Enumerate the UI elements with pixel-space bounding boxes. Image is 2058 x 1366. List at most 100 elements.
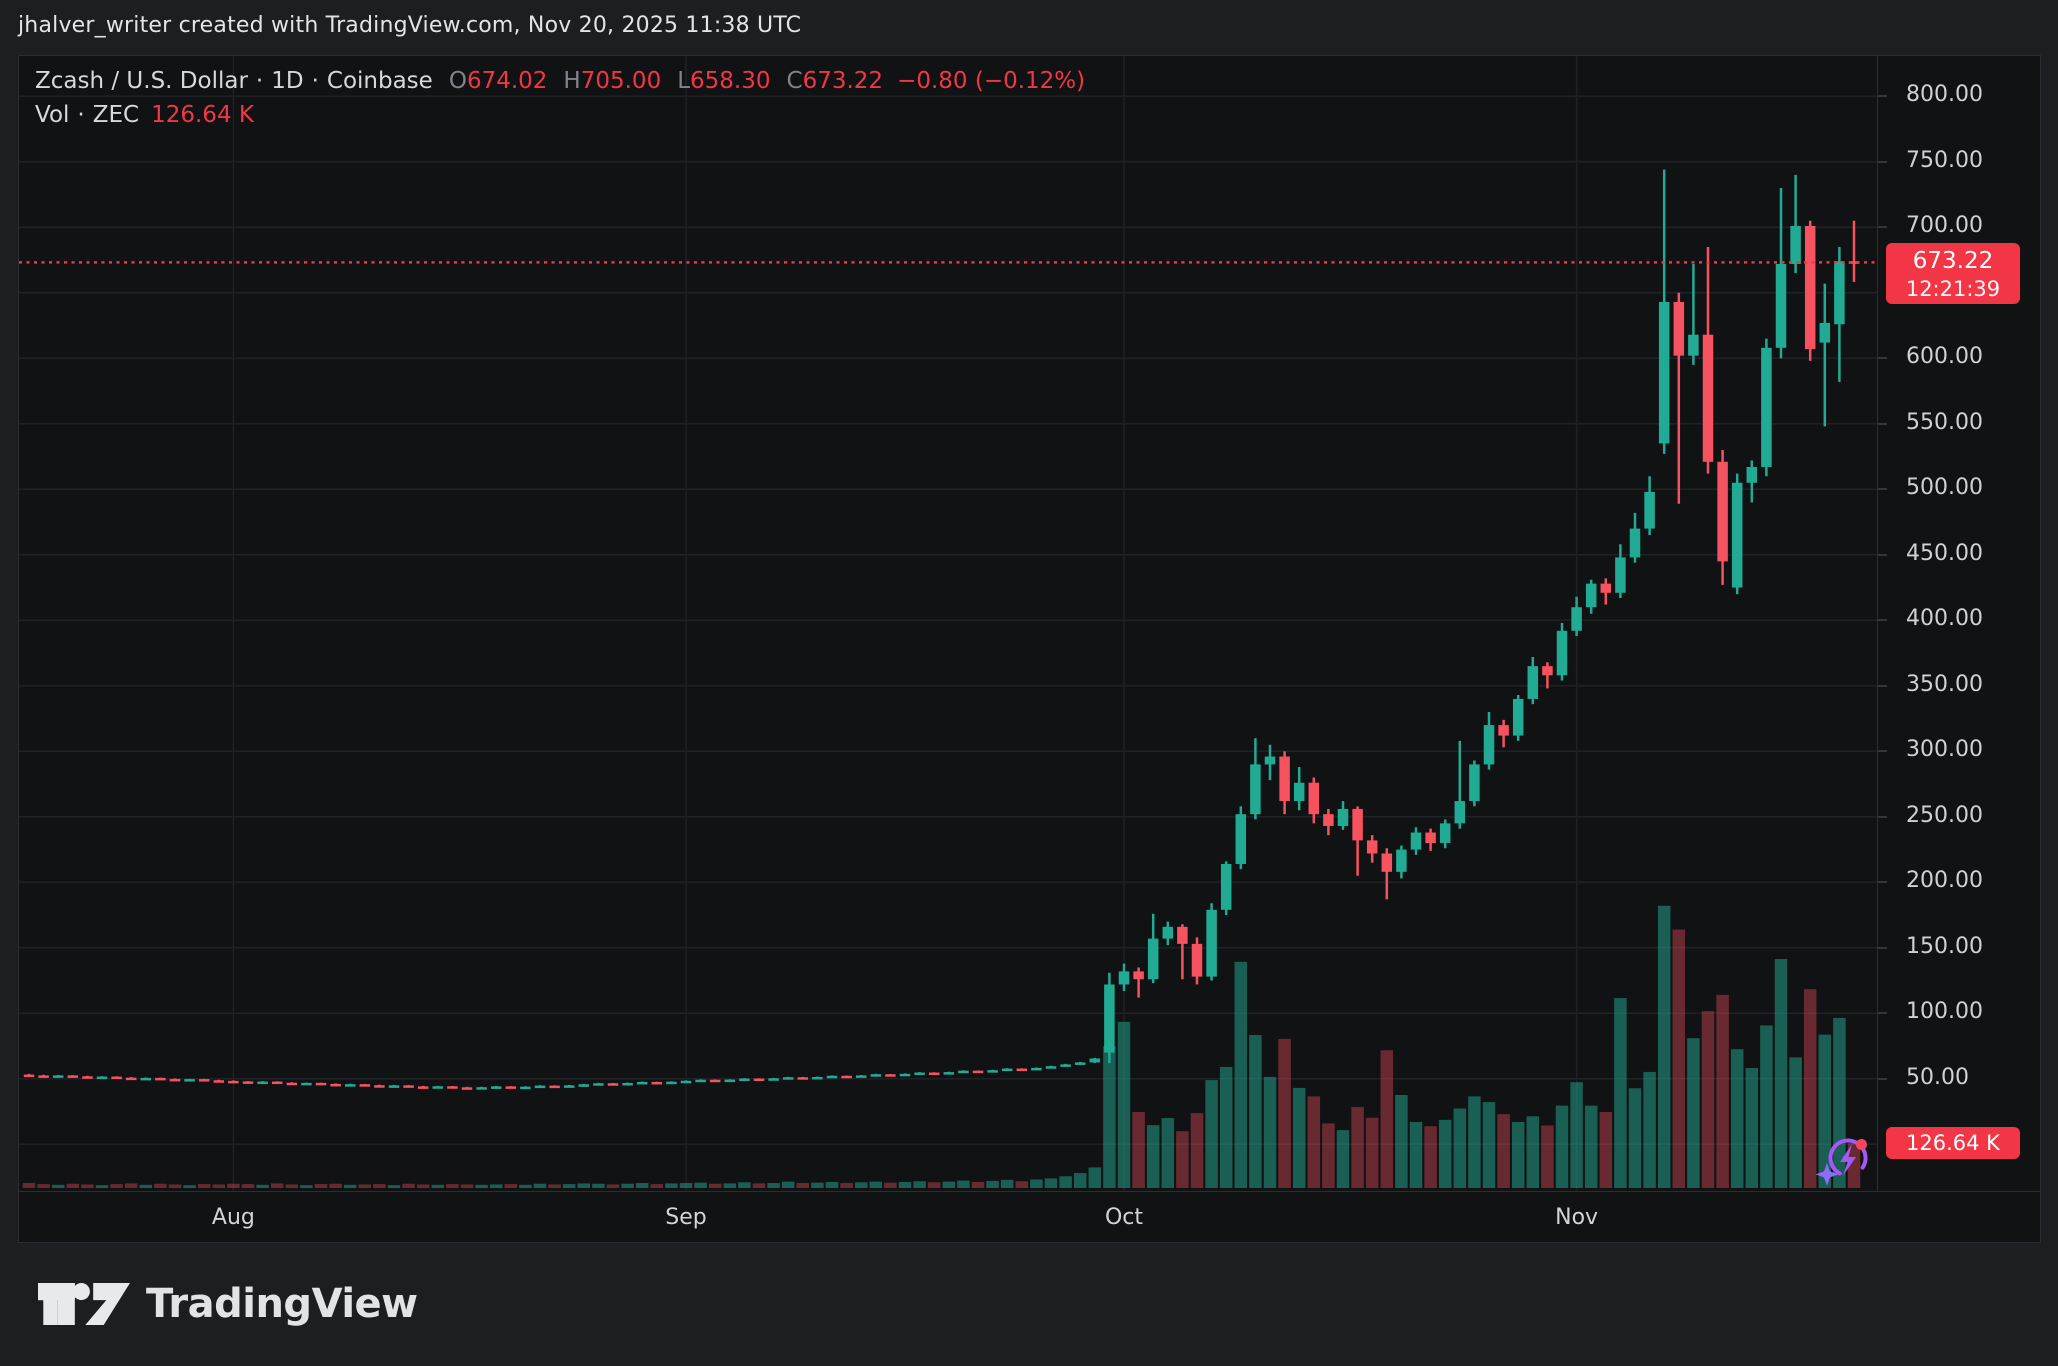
candle (447, 1086, 458, 1089)
symbol-title: Zcash / U.S. Dollar (35, 68, 248, 94)
volume-bar (343, 1184, 357, 1188)
candle (111, 1076, 122, 1080)
volume-bar (1307, 1096, 1321, 1188)
volume-bar (1190, 1113, 1204, 1188)
volume-bar (1438, 1119, 1452, 1188)
volume-bar (1803, 989, 1817, 1188)
volume-bar (504, 1184, 518, 1188)
candle (1585, 579, 1597, 614)
volume-bar (1176, 1131, 1189, 1188)
volume-bar (723, 1183, 737, 1188)
candle (82, 1075, 93, 1079)
candle (1031, 1067, 1042, 1071)
chart-legend: Zcash / U.S. Dollar · 1D · Coinbase O674.02 H7… (35, 64, 1085, 132)
volume-bar (665, 1183, 678, 1188)
volume-label: Vol (35, 102, 70, 128)
volume-bar (1365, 1117, 1379, 1188)
volume-bar (124, 1183, 138, 1188)
candle (257, 1081, 268, 1085)
candle (1731, 473, 1743, 595)
volume-bar (942, 1181, 956, 1188)
volume-bar (738, 1182, 751, 1188)
price-axis-tick (1878, 95, 1887, 98)
price-axis-label: 800.00 (1906, 82, 1983, 108)
volume-bar (358, 1184, 372, 1188)
volume-bar (1599, 1112, 1613, 1188)
volume-bar (1117, 1021, 1131, 1188)
volume-bar (241, 1184, 255, 1188)
volume-bar (635, 1183, 649, 1188)
volume-bar (650, 1184, 664, 1188)
candle (140, 1077, 152, 1081)
volume-bar (1336, 1130, 1350, 1188)
volume-bar (1745, 1068, 1759, 1188)
candle (1439, 819, 1451, 849)
candle (505, 1086, 517, 1089)
candle (1323, 808, 1334, 836)
volume-bar (1730, 1049, 1744, 1188)
volume-bar (139, 1184, 153, 1188)
volume-bar (913, 1181, 926, 1188)
price-plot[interactable]: Zcash / U.S. Dollar · 1D · Coinbase O674.02 H7… (19, 56, 1877, 1191)
volume-bar (1541, 1125, 1554, 1188)
candle (184, 1078, 195, 1082)
volume-bar (562, 1184, 576, 1188)
low-key: L (677, 68, 691, 94)
candlestick-chart[interactable] (19, 56, 1877, 1191)
volume-bar (1716, 994, 1729, 1188)
volume-bar (767, 1183, 780, 1188)
candle (1425, 828, 1436, 851)
candle (1147, 913, 1159, 984)
volume-bar (1468, 1096, 1481, 1188)
sparkle-lightning-icon[interactable] (1815, 1132, 1875, 1190)
candle (1702, 246, 1714, 474)
volume-bar (1322, 1123, 1335, 1188)
candle (680, 1080, 692, 1084)
candle (461, 1086, 473, 1090)
volume-bar (1701, 1011, 1715, 1188)
candle (607, 1082, 619, 1086)
bar-countdown: 12:21:39 (1905, 276, 2001, 301)
price-axis[interactable]: 673.22 12:21:39 126.64 K 800.00 750.00 700… (1877, 56, 2042, 1191)
high-key: H (563, 68, 581, 94)
candle (169, 1078, 181, 1082)
price-axis-label: 400.00 (1906, 606, 1983, 632)
close-value: 673.22 (802, 68, 884, 94)
volume-bar (1584, 1105, 1598, 1188)
current-price-badge: 673.22 12:21:39 (1886, 243, 2020, 305)
volume-bar (840, 1183, 853, 1188)
volume-bar (1395, 1094, 1408, 1188)
candle (476, 1086, 487, 1090)
candle (563, 1084, 575, 1088)
legend-symbol-line: Zcash / U.S. Dollar · 1D · Coinbase O674.02 H7… (35, 68, 1086, 94)
price-axis-tick (1878, 815, 1887, 818)
price-axis-label: 500.00 (1906, 475, 1983, 501)
candle (52, 1075, 64, 1078)
candle (928, 1072, 940, 1076)
volume-bar (227, 1183, 240, 1188)
candle (38, 1074, 49, 1078)
candle (826, 1075, 838, 1079)
volume-bar (1278, 1038, 1291, 1188)
volume-bar (577, 1183, 591, 1188)
volume-bar (1511, 1121, 1525, 1188)
price-axis-label: 50.00 (1906, 1064, 1969, 1090)
volume-bar (592, 1183, 605, 1188)
volume-bar (431, 1184, 445, 1188)
time-axis[interactable]: Aug Sep Oct Nov (19, 1191, 2041, 1243)
volume-bar (37, 1184, 50, 1188)
candle (520, 1086, 531, 1090)
candle (914, 1072, 925, 1076)
candle (578, 1083, 590, 1087)
volume-bar (22, 1183, 36, 1188)
candle (1761, 338, 1772, 477)
volume-bar (796, 1183, 810, 1188)
volume-bar (1219, 1066, 1233, 1188)
price-axis-label: 600.00 (1906, 344, 1983, 370)
candle (958, 1070, 969, 1074)
candle (1848, 220, 1860, 282)
current-volume-value: 126.64 K (1906, 1131, 2000, 1156)
candle (1454, 740, 1466, 829)
volume-layer (22, 905, 1861, 1188)
